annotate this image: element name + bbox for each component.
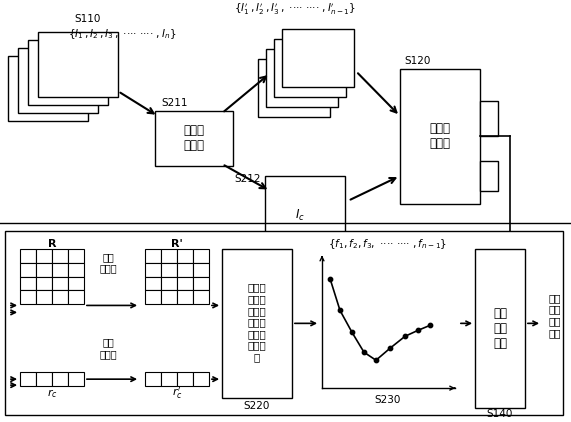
Bar [177,249,193,262]
Text: $\{I_1'\/, I_2'\/, I_3'\/, $ ···· ···· $, I_{n-1}'\}$: $\{I_1'\/, I_2'\/, I_3'\/, $ ···· ···· $… [234,2,356,17]
Bar [36,290,52,304]
Bar [68,276,84,290]
Point [335,307,344,314]
Text: R': R' [171,239,183,249]
Bar [193,249,209,262]
Text: 活体
识别
模型: 活体 识别 模型 [493,307,507,350]
Text: 真假
体的
识别
结果: 真假 体的 识别 结果 [549,293,561,338]
Text: S110: S110 [75,14,101,24]
Point [400,333,409,340]
Point [347,329,356,336]
Bar [193,276,209,290]
Bar [282,30,354,87]
Bar [52,262,68,276]
Bar [38,32,118,97]
Bar [20,276,36,290]
Bar [161,372,177,386]
Bar [68,290,84,304]
Point [371,357,380,364]
Bar [145,249,161,262]
Bar [28,41,108,105]
Bar [68,372,84,386]
Bar [193,290,209,304]
Point [413,327,423,334]
Bar [18,49,98,113]
Bar [5,231,563,415]
Bar [475,249,525,408]
Bar [274,39,346,97]
Bar [266,49,338,107]
Bar [145,276,161,290]
Point [385,345,395,352]
Bar [177,372,193,386]
Point [359,349,368,356]
Point [325,275,335,282]
Bar [177,262,193,276]
Bar [20,290,36,304]
Bar [161,276,177,290]
Text: S212: S212 [235,174,262,184]
Bar [8,57,88,121]
Bar [20,249,36,262]
Bar [480,161,498,191]
Bar [52,276,68,290]
Bar [258,60,330,117]
Text: 归一
化处理: 归一 化处理 [99,338,117,359]
Text: $r_c$: $r_c$ [47,387,57,400]
Bar [36,276,52,290]
Bar [193,372,209,386]
Bar [20,372,36,386]
Text: $\{f_1, f_2, f_3,$ ···· ···· $, f_{n-1}\}$: $\{f_1, f_2, f_3,$ ···· ···· $, f_{n-1}\… [328,237,448,251]
Text: 特征提
取模型: 特征提 取模型 [429,122,451,150]
Text: S120: S120 [405,56,431,66]
Bar [265,176,345,235]
Text: S220: S220 [244,401,270,411]
Bar [52,372,68,386]
Bar [52,290,68,304]
Bar [145,290,161,304]
Bar [161,290,177,304]
Text: $\{I_1\/, I_2\/, I_3\/, $ ···· ···· $, I_n\}$: $\{I_1\/, I_2\/, I_3\/, $ ···· ···· $, I… [68,27,176,41]
Bar [177,276,193,290]
Text: 归一
化处理: 归一 化处理 [99,252,117,273]
Bar [193,262,209,276]
Text: S140: S140 [487,409,513,419]
Bar [68,249,84,262]
Bar [155,111,233,166]
Text: S230: S230 [375,395,401,405]
Bar [161,249,177,262]
Bar [177,290,193,304]
Bar [400,69,480,204]
Text: 计算聚
焦程度: 计算聚 焦程度 [183,124,204,152]
Bar [145,262,161,276]
Bar [36,249,52,262]
Bar [36,262,52,276]
Text: $r_c'$: $r_c'$ [172,385,182,401]
Text: 特征向
量之间
的相干
性（例
如差异
性）分
析: 特征向 量之间 的相干 性（例 如差异 性）分 析 [248,283,267,362]
Bar [68,262,84,276]
Bar [20,262,36,276]
Bar [145,372,161,386]
Text: S211: S211 [162,98,188,108]
Point [425,322,435,329]
Bar [161,262,177,276]
Text: R: R [48,239,57,249]
Bar [480,101,498,136]
Bar [36,372,52,386]
Text: $I_c$: $I_c$ [295,208,305,223]
Bar [222,249,292,398]
Bar [52,249,68,262]
